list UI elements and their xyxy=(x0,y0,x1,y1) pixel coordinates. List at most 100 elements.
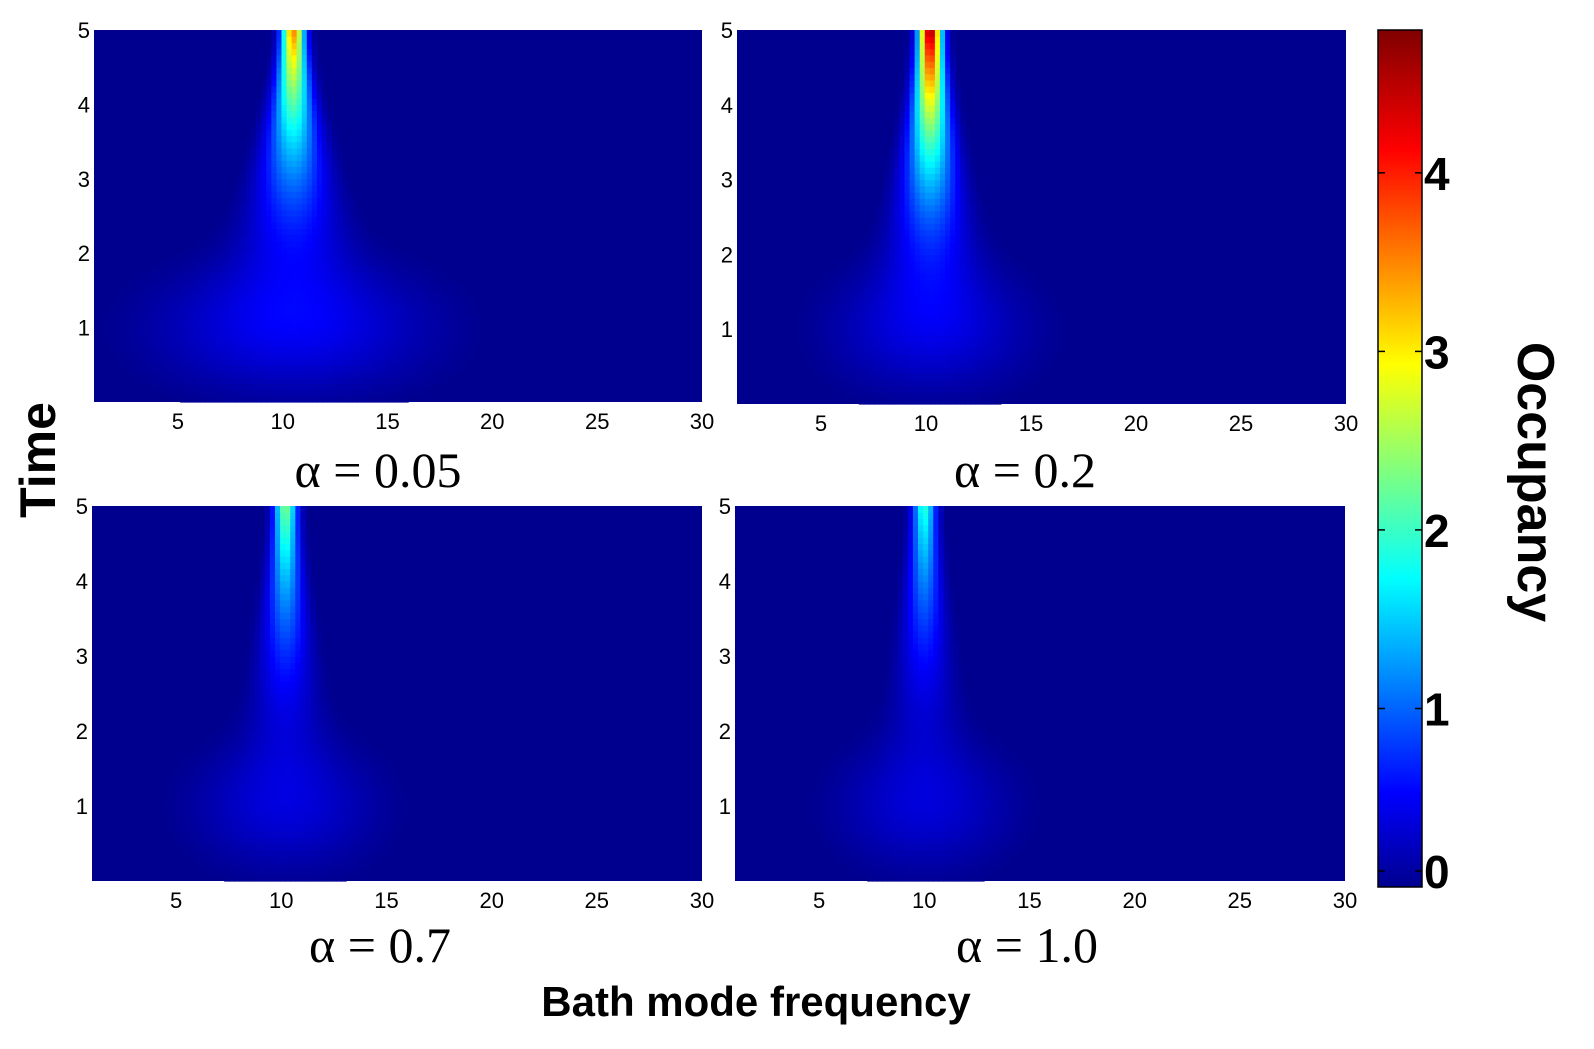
heatmap-cell xyxy=(316,278,323,285)
heatmap-cell xyxy=(296,73,303,81)
heatmap-cell xyxy=(914,316,921,324)
heatmap-cell xyxy=(235,333,242,341)
heatmap-cell xyxy=(235,364,242,372)
heatmap-cell xyxy=(975,397,982,405)
heatmap-cell xyxy=(889,285,895,293)
heatmap-cell xyxy=(868,223,875,231)
heatmap-cell xyxy=(311,296,318,304)
heatmap-cell xyxy=(332,135,338,143)
heatmap-cell xyxy=(950,104,956,112)
heatmap-cell xyxy=(251,247,257,254)
heatmap-cell xyxy=(1031,273,1038,280)
heatmap-cell xyxy=(332,147,338,155)
heatmap-cell xyxy=(960,111,966,118)
heatmap-cell xyxy=(889,341,895,349)
heatmap-cell xyxy=(894,223,900,231)
heatmap-cell xyxy=(230,265,237,273)
heatmap-cell xyxy=(357,315,364,322)
heatmap-cell xyxy=(266,172,272,180)
heatmap-cell xyxy=(235,172,242,180)
heatmap-cell xyxy=(295,837,302,845)
heatmap-cell xyxy=(306,321,313,329)
heatmap-cell xyxy=(919,198,926,206)
heatmap-cell xyxy=(259,756,266,763)
heatmap-cell xyxy=(960,354,966,361)
heatmap-cell xyxy=(159,302,166,310)
heatmap-cell xyxy=(955,235,961,243)
heatmap-cell xyxy=(337,191,343,198)
x-tick-label: 20 xyxy=(480,409,504,434)
heatmap-cell xyxy=(366,849,373,857)
heatmap-cell xyxy=(919,173,926,181)
heatmap-cell xyxy=(244,787,251,795)
heatmap-cell xyxy=(884,397,890,405)
heatmap-cell xyxy=(210,271,217,279)
heatmap-cell xyxy=(899,148,906,156)
heatmap-cell xyxy=(1051,316,1058,324)
heatmap-cell xyxy=(372,346,379,353)
heatmap-cell xyxy=(950,341,956,349)
heatmap-cell xyxy=(316,154,323,161)
heatmap-cell xyxy=(251,253,257,260)
heatmap-cell xyxy=(271,259,277,267)
heatmap-cell xyxy=(271,389,277,397)
heatmap-cell xyxy=(1016,260,1022,268)
heatmap-cell xyxy=(418,333,424,341)
heatmap-cell xyxy=(443,333,450,341)
heatmap-cell xyxy=(256,259,262,267)
heatmap-cell xyxy=(463,290,470,298)
heatmap-cell xyxy=(235,395,242,403)
heatmap-cell xyxy=(802,335,809,343)
heatmap-cell xyxy=(366,812,373,820)
heatmap-cell xyxy=(995,335,1002,343)
heatmap-cell xyxy=(210,240,217,248)
heatmap-cell xyxy=(919,167,926,174)
heatmap-cell xyxy=(235,197,242,205)
heatmap-cell xyxy=(210,290,217,298)
heatmap-cell xyxy=(311,160,318,167)
heatmap-cell xyxy=(311,116,318,124)
heatmap-cell xyxy=(286,116,293,124)
heatmap-cell xyxy=(423,309,429,316)
heatmap-cell xyxy=(296,290,303,298)
heatmap-cell xyxy=(899,129,906,137)
heatmap-cell xyxy=(175,346,181,353)
heatmap-cell xyxy=(261,135,267,143)
heatmap-cell xyxy=(230,284,237,291)
heatmap-cell xyxy=(276,290,283,298)
heatmap-cell xyxy=(347,395,353,403)
heatmap-cell xyxy=(352,209,359,217)
heatmap-cell xyxy=(940,391,946,399)
heatmap-cell xyxy=(224,724,230,732)
heatmap-cell xyxy=(940,129,946,137)
heatmap-cell xyxy=(453,346,460,353)
heatmap-cell xyxy=(808,304,814,312)
heatmap-cell xyxy=(965,316,972,324)
heatmap-cell xyxy=(843,285,850,293)
heatmap-cell xyxy=(256,321,262,329)
heatmap-cell xyxy=(371,849,378,857)
heatmap-cell xyxy=(341,749,347,757)
heatmap-cell xyxy=(124,364,131,372)
heatmap-cell xyxy=(183,768,190,776)
heatmap-cell xyxy=(178,781,185,788)
heatmap-cell xyxy=(170,371,176,378)
heatmap-cell xyxy=(919,148,926,156)
heatmap-cell xyxy=(1000,260,1007,268)
heatmap-cell xyxy=(889,179,895,187)
heatmap-cell xyxy=(914,360,921,368)
heatmap-cell xyxy=(398,395,404,403)
heatmap-cell xyxy=(320,749,327,757)
heatmap-cell xyxy=(970,235,977,243)
heatmap-cell xyxy=(960,235,966,243)
heatmap-cell xyxy=(919,360,926,368)
heatmap-cell xyxy=(322,85,328,93)
heatmap-cell xyxy=(346,768,352,776)
heatmap-cell xyxy=(403,340,409,347)
heatmap-cell xyxy=(316,209,323,217)
heatmap-cell xyxy=(276,178,283,186)
heatmap-cell xyxy=(129,352,136,360)
heatmap-cell xyxy=(124,309,131,316)
heatmap-cell xyxy=(246,228,252,236)
heatmap-cell xyxy=(178,824,185,832)
